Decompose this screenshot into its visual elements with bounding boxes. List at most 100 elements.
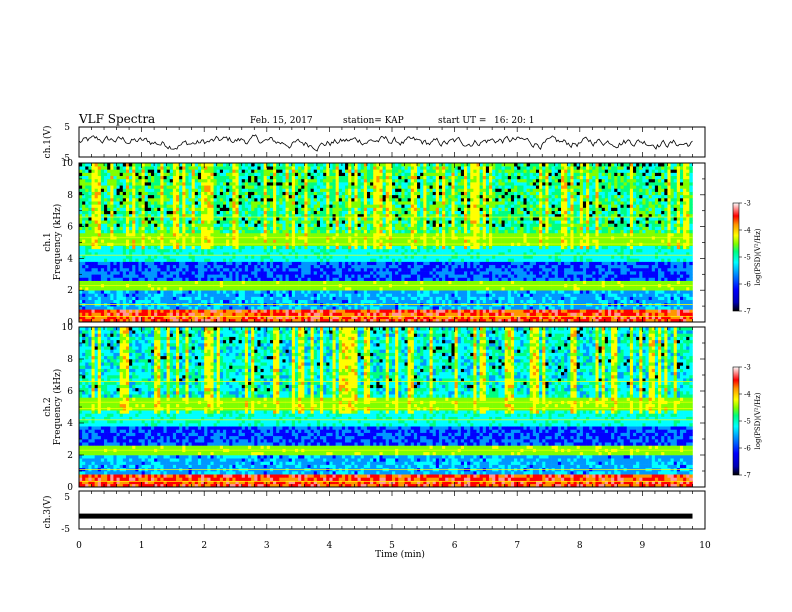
spectrogram-cell: [122, 182, 127, 186]
spectrogram-cell: [116, 267, 120, 272]
spectrogram-cell: [116, 264, 120, 269]
spectrogram-cell: [366, 287, 371, 291]
spectrogram-cell: [150, 197, 155, 202]
spectrogram-cell: [100, 306, 105, 310]
spectrogram-cell: [191, 271, 196, 275]
spectrogram-cell: [150, 210, 155, 215]
spectrogram-cell: [310, 188, 315, 192]
spectrogram-cell: [260, 172, 264, 177]
spectrogram-cell: [254, 204, 258, 208]
spectrogram-cell: [213, 185, 218, 189]
spectrogram-cell: [122, 226, 127, 231]
spectrogram-cell: [263, 280, 268, 285]
spectrogram-cell: [135, 306, 139, 310]
spectrogram-cell: [119, 229, 124, 234]
spectrogram-cell: [345, 252, 349, 256]
spectrogram-cell: [273, 248, 277, 253]
spectrogram-cell: [207, 239, 211, 243]
spectrogram-cell: [307, 185, 311, 189]
spectrogram-cell: [219, 232, 224, 237]
spectrogram-cell: [163, 245, 167, 250]
spectrogram-cell: [210, 309, 214, 313]
spectrogram-cell: [248, 267, 252, 272]
spectrogram-cell: [332, 274, 336, 278]
spectrogram-cell: [269, 166, 274, 170]
spectrogram-cell: [213, 306, 218, 310]
spectrogram-cell: [251, 182, 255, 186]
spectrogram-cell: [266, 175, 271, 180]
spectrogram-cell: [207, 277, 211, 281]
spectrogram-cell: [110, 213, 114, 218]
spectrogram-cell: [294, 182, 299, 186]
spectrogram-cell: [248, 194, 252, 199]
spectrogram-cell: [125, 220, 130, 224]
spectrogram-cell: [194, 163, 199, 167]
spectrogram-cell: [116, 220, 120, 224]
spectrogram-cell: [210, 232, 214, 237]
spectrogram-cell: [366, 169, 371, 173]
spectrogram-cell: [341, 226, 346, 231]
spectrogram-cell: [176, 280, 180, 285]
spectrogram-cell: [216, 185, 221, 189]
spectrogram-cell: [298, 245, 302, 250]
spectrogram-cell: [122, 232, 127, 237]
spectrogram-cell: [116, 248, 120, 253]
spectrogram-cell: [335, 312, 340, 316]
spectrogram-cell: [257, 274, 261, 278]
spectrogram-cell: [179, 280, 183, 285]
spectrogram-cell: [316, 217, 321, 221]
spectrogram-cell: [166, 220, 171, 224]
spectrogram-cell: [141, 312, 146, 316]
spectrogram-cell: [301, 267, 305, 272]
spectrogram-cell: [182, 226, 186, 231]
spectrogram-cell: [232, 229, 236, 234]
spectrogram-cell: [144, 210, 149, 215]
spectrogram-cell: [229, 217, 233, 221]
spectrogram-cell: [298, 191, 302, 196]
spectrogram-cell: [204, 293, 208, 297]
spectrogram-cell: [110, 318, 114, 323]
spectrogram-cell: [379, 213, 383, 218]
spectrogram-cell: [188, 264, 192, 269]
spectrogram-cell: [94, 213, 99, 218]
spectrogram-cell: [219, 217, 224, 221]
spectrogram-cell: [116, 274, 120, 278]
spectrogram-cell: [107, 210, 111, 215]
spectrogram-cell: [279, 163, 283, 167]
spectrogram-cell: [210, 264, 214, 269]
spectrogram-cell: [273, 258, 277, 262]
spectrogram-cell: [107, 274, 111, 278]
spectrogram-cell: [254, 258, 258, 262]
spectrogram-cell: [235, 232, 239, 237]
spectrogram-cell: [235, 309, 239, 313]
spectrogram-cell: [260, 277, 264, 281]
spectrogram-cell: [179, 175, 183, 180]
spectrogram-cell: [232, 287, 236, 291]
spectrogram-cell: [107, 175, 111, 180]
spectrogram-cell: [341, 252, 346, 256]
spectrogram-cell: [144, 166, 149, 170]
spectrogram-cell: [335, 182, 340, 186]
spectrogram-cell: [207, 169, 211, 173]
spectrogram-cell: [104, 210, 108, 215]
spectrogram-cell: [185, 258, 189, 262]
spectrogram-cell: [241, 178, 246, 183]
spectrogram-cell: [329, 252, 333, 256]
spectrogram-cell: [100, 229, 105, 234]
spectrogram-cell: [276, 299, 280, 304]
spectrogram-cell: [366, 220, 371, 224]
spectrogram-cell: [97, 207, 102, 211]
spectrogram-cell: [279, 277, 283, 281]
spectrogram-cell: [282, 217, 286, 221]
spectrogram-cell: [172, 178, 177, 183]
spectrogram-cell: [379, 220, 383, 224]
spectrogram-cell: [129, 217, 133, 221]
spectrogram-cell: [94, 217, 99, 221]
spectrogram-cell: [257, 210, 261, 215]
spectrogram-cell: [241, 201, 246, 205]
spectrogram-cell: [373, 277, 377, 281]
spectrogram-cell: [326, 232, 330, 237]
spectrogram-cell: [366, 197, 371, 202]
spectrogram-cell: [360, 163, 365, 167]
